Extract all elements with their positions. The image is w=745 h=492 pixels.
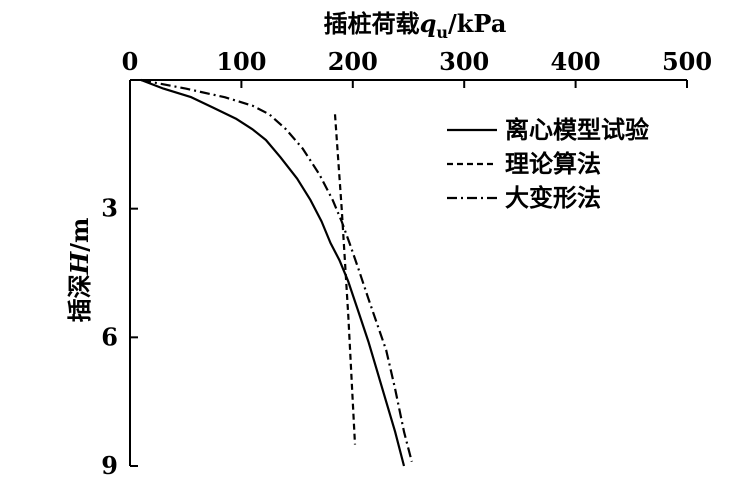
x-tick-label: 0 — [122, 47, 139, 76]
y-ticks: 3 6 9 — [101, 194, 138, 480]
x-tick-label: 500 — [662, 47, 712, 76]
x-tick-label: 200 — [328, 47, 378, 76]
legend-label: 大变形法 — [505, 183, 601, 212]
x-axis-label-sub: u — [436, 23, 448, 42]
y-tick-label: 9 — [101, 451, 118, 480]
y-axis-label-var: H — [65, 250, 94, 275]
legend-label: 离心模型试验 — [505, 115, 649, 144]
x-axis-label-var: q — [420, 9, 437, 38]
x-tick-label: 100 — [216, 47, 266, 76]
x-ticks: 0 100 200 300 400 500 — [122, 47, 712, 88]
series-line-dashdot — [140, 78, 413, 462]
series-line-solid — [140, 78, 406, 467]
x-axis-label-suffix: /kPa — [448, 9, 506, 38]
series-line-dashed — [333, 114, 357, 445]
x-tick-label: 300 — [439, 47, 489, 76]
x-tick-label: 400 — [551, 47, 601, 76]
y-axis-label-suffix: /m — [65, 218, 94, 252]
x-axis-label-prefix: 插桩荷载 — [324, 9, 420, 38]
y-tick-label: 6 — [101, 322, 118, 351]
y-axis-label: 插深H/m — [65, 218, 94, 323]
y-axis-label-prefix: 插深 — [65, 274, 94, 322]
y-tick-label: 3 — [101, 194, 118, 223]
legend-label: 理论算法 — [505, 149, 601, 178]
x-axis-label: 插桩荷载qu/kPa — [324, 9, 507, 42]
series-layer — [140, 78, 413, 467]
